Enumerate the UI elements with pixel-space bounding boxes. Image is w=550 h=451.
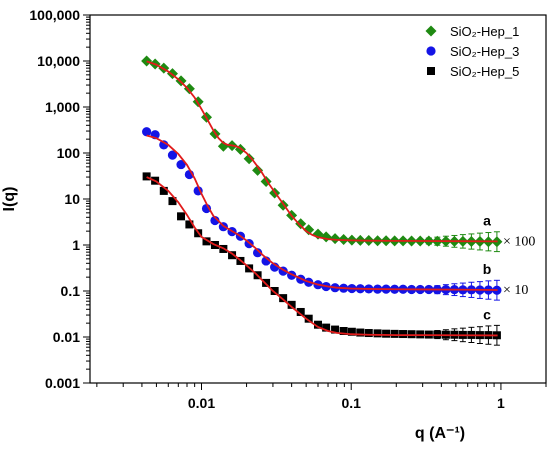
data-point	[177, 212, 186, 221]
y-tick-label: 0.001	[45, 375, 80, 391]
series-tag-label: c	[483, 306, 491, 322]
data-point	[390, 329, 399, 338]
data-point	[399, 330, 408, 339]
series-layer	[141, 55, 503, 346]
y-tick-label: 0.1	[61, 283, 81, 299]
y-tick-label: 100,000	[29, 7, 80, 23]
data-point	[295, 218, 307, 230]
series-tag-label: a	[483, 213, 491, 229]
data-point	[304, 314, 313, 323]
data-point	[329, 233, 341, 245]
data-point	[252, 164, 264, 176]
data-point	[167, 150, 178, 160]
data-point	[210, 215, 220, 226]
y-axis: 0.001 0.01 0.1 1 10 100 1,000 10,000 100,000	[29, 7, 90, 391]
series-1	[141, 55, 503, 253]
data-point	[322, 323, 331, 332]
data-point	[142, 127, 152, 137]
data-point	[202, 237, 211, 246]
legend-label: SiO₂-Hep_5	[450, 64, 519, 79]
data-point	[279, 294, 288, 303]
legend: SiO₂-Hep_1 SiO₂-Hep_3 SiO₂-Hep_5	[425, 24, 519, 79]
x-tick-label: 0.01	[188, 395, 215, 411]
data-point	[183, 83, 195, 95]
data-point	[159, 186, 168, 195]
y-tick-label: 10	[64, 191, 80, 207]
data-point	[331, 325, 340, 334]
series-tag-label: b	[483, 261, 492, 277]
data-point	[185, 220, 194, 229]
data-point	[364, 329, 373, 338]
legend-marker	[427, 67, 435, 75]
multiplier-label: × 100	[503, 235, 535, 250]
data-point	[159, 140, 169, 150]
x-axis-title: q (A⁻¹)	[415, 425, 465, 442]
data-point	[176, 159, 186, 170]
multiplier-label: × 10	[503, 283, 528, 298]
y-axis-title: I(q)	[1, 187, 18, 212]
data-point	[303, 224, 315, 236]
fit-curve	[146, 176, 498, 337]
x-tick-label: 1	[497, 395, 505, 411]
y-tick-label: 100	[57, 145, 81, 161]
data-point	[168, 197, 177, 206]
y-tick-label: 1	[72, 237, 80, 253]
data-point	[228, 251, 237, 260]
y-tick-label: 1,000	[45, 99, 80, 115]
data-point	[382, 329, 391, 338]
y-tick-label: 10,000	[37, 53, 80, 69]
x-axis: 0.01 0.1 1	[96, 383, 547, 411]
data-point	[243, 153, 255, 165]
series-2	[142, 127, 502, 301]
legend-label: SiO₂-Hep_3	[450, 44, 519, 59]
data-point	[296, 307, 305, 316]
data-point	[314, 320, 322, 329]
data-point	[373, 329, 382, 338]
data-point	[347, 327, 356, 336]
legend-label: SiO₂-Hep_1	[450, 24, 519, 39]
data-point	[356, 328, 365, 337]
series-tags: a × 100 b × 10 c	[483, 213, 536, 323]
fit-curve	[146, 60, 498, 243]
data-point	[270, 287, 279, 295]
data-point	[141, 55, 153, 67]
data-point	[339, 327, 348, 336]
legend-marker	[426, 46, 436, 56]
series-3	[142, 172, 501, 346]
legend-marker	[425, 25, 437, 37]
fit-curve	[146, 134, 498, 291]
data-point	[142, 172, 151, 181]
y-tick-label: 0.01	[53, 329, 80, 345]
x-tick-label: 0.1	[341, 395, 361, 411]
data-point	[287, 300, 296, 309]
data-point	[253, 248, 263, 258]
